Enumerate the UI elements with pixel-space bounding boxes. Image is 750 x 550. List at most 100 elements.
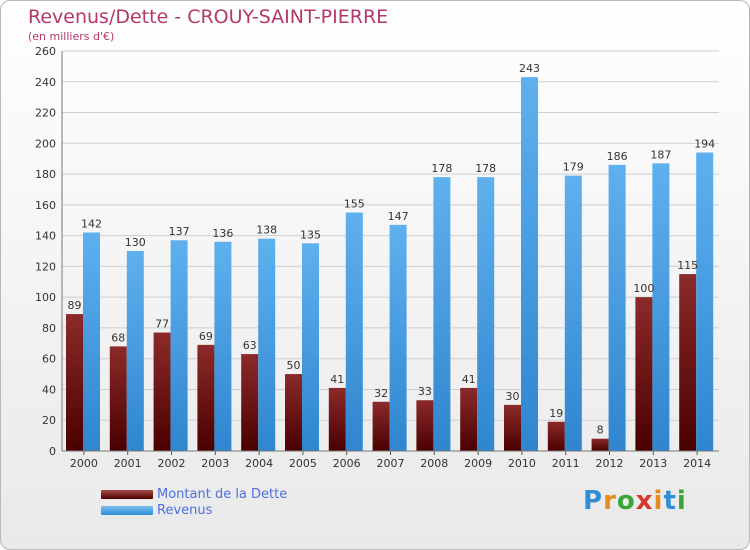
y-tick-label: 260 <box>35 45 56 58</box>
y-tick-label: 40 <box>42 383 56 396</box>
y-tick-label: 20 <box>42 414 56 427</box>
bar-revenue <box>389 224 407 451</box>
bar-debt <box>591 438 609 451</box>
bar-revenue <box>477 177 495 451</box>
logo-letter: i <box>676 486 687 516</box>
logo-letter: t <box>663 486 677 516</box>
x-tick-label: 2003 <box>201 457 229 470</box>
data-label-debt: 8 <box>597 424 604 437</box>
data-label-debt: 89 <box>68 299 82 312</box>
x-tick-label: 2009 <box>464 457 492 470</box>
y-tick-label: 180 <box>35 168 56 181</box>
x-tick-label: 2013 <box>639 457 667 470</box>
bar-revenue <box>433 177 451 451</box>
data-label-debt: 50 <box>287 359 301 372</box>
bar-debt <box>679 274 697 451</box>
x-tick-label: 2010 <box>508 457 536 470</box>
label-layer: 89 142 68 130 77 137 69 136 63 138 50 135 41 155 32 147… <box>68 62 716 437</box>
data-label-revenue: 135 <box>300 228 321 241</box>
data-label-revenue: 130 <box>125 236 146 249</box>
bar-revenue <box>214 241 232 451</box>
bar-revenue <box>126 251 144 451</box>
data-label-debt: 77 <box>155 318 169 331</box>
y-tick-label: 80 <box>42 322 56 335</box>
logo-letter: x <box>635 486 654 516</box>
bar-revenue <box>696 152 714 452</box>
y-tick-label: 100 <box>35 291 56 304</box>
bar-revenue <box>608 164 626 451</box>
data-label-revenue: 186 <box>607 150 628 163</box>
data-label-debt: 41 <box>330 373 344 386</box>
data-label-revenue: 155 <box>344 198 365 211</box>
data-label-revenue: 179 <box>563 161 584 174</box>
bar-debt <box>460 387 478 451</box>
bar-debt <box>66 314 83 451</box>
data-label-debt: 63 <box>243 339 257 352</box>
bar-revenue <box>170 240 188 451</box>
bar-revenue <box>302 243 319 451</box>
x-tick-label: 2001 <box>114 457 142 470</box>
bar-debt <box>241 354 259 451</box>
bar-debt <box>328 387 346 451</box>
x-tick-label: 2000 <box>70 457 98 470</box>
data-label-debt: 69 <box>199 330 213 343</box>
bar-debt <box>504 404 521 451</box>
x-tick-label: 2002 <box>158 457 186 470</box>
logo-letter: r <box>603 486 617 516</box>
bar-revenue <box>521 77 538 452</box>
legend-label-revenue: Revenus <box>157 503 213 518</box>
bar-revenue <box>258 238 276 451</box>
bar-revenue <box>652 163 670 452</box>
data-label-debt: 19 <box>549 407 563 420</box>
data-label-revenue: 187 <box>650 148 671 161</box>
bar-debt <box>372 401 390 451</box>
data-label-revenue: 178 <box>431 162 452 175</box>
bar-debt <box>416 400 434 451</box>
x-tick-label: 2005 <box>289 457 317 470</box>
y-tick-label: 200 <box>35 137 56 150</box>
data-label-revenue: 147 <box>388 210 409 223</box>
proxiti-logo: Proxiti <box>583 486 687 516</box>
bar-debt <box>197 344 215 451</box>
data-label-debt: 115 <box>677 259 698 272</box>
x-tick-label: 2011 <box>552 457 580 470</box>
y-tick-label: 60 <box>42 353 56 366</box>
y-tick-label: 120 <box>35 260 56 273</box>
bar-debt <box>153 332 171 451</box>
data-label-revenue: 243 <box>519 62 540 75</box>
data-label-debt: 68 <box>111 331 125 344</box>
x-tick-label: 2012 <box>596 457 624 470</box>
bar-debt <box>547 421 565 451</box>
x-tick-label: 2007 <box>377 457 405 470</box>
y-tick-label: 240 <box>35 76 56 89</box>
data-label-revenue: 142 <box>81 218 102 231</box>
data-label-debt: 100 <box>633 282 654 295</box>
logo-letter: P <box>583 486 604 516</box>
legend-label-debt: Montant de la Dette <box>157 487 288 502</box>
x-tick-label: 2008 <box>420 457 448 470</box>
data-label-debt: 32 <box>374 387 388 400</box>
logo-letter: i <box>653 486 664 516</box>
y-tick-label: 220 <box>35 107 56 120</box>
data-label-debt: 30 <box>506 390 520 403</box>
logo-letter: o <box>616 486 636 516</box>
bar-layer <box>66 77 714 452</box>
bar-revenue <box>345 212 363 451</box>
bar-debt <box>635 297 653 451</box>
bar-revenue <box>83 232 100 451</box>
bar-revenue <box>564 175 582 451</box>
bar-debt <box>285 374 302 451</box>
data-label-revenue: 137 <box>169 225 190 238</box>
data-label-revenue: 178 <box>475 162 496 175</box>
bar-debt <box>109 346 127 451</box>
data-label-revenue: 194 <box>694 138 715 151</box>
legend-swatch-revenue <box>101 506 153 515</box>
data-label-revenue: 138 <box>256 224 277 237</box>
chart-subtitle: (en milliers d'€) <box>28 30 115 43</box>
x-tick-label: 2014 <box>683 457 711 470</box>
chart-title: Revenus/Dette - CROUY-SAINT-PIERRE <box>28 6 389 28</box>
data-label-debt: 33 <box>418 385 432 398</box>
legend-swatch-debt <box>101 490 153 499</box>
